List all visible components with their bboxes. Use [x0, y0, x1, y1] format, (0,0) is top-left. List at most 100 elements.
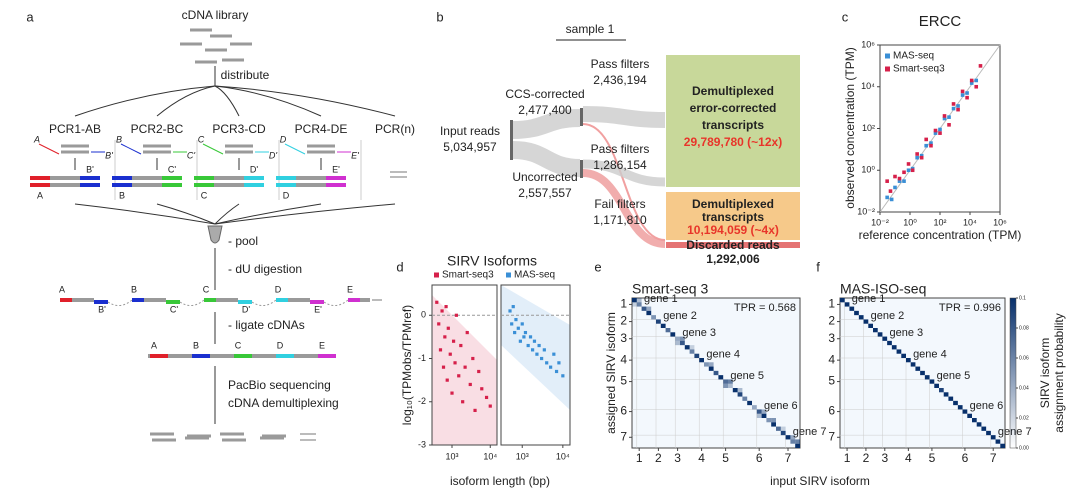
y-tick-label: 10⁰: [861, 165, 875, 175]
node-bar: [580, 160, 583, 178]
heatmap-cell: [854, 310, 859, 316]
point: [444, 305, 448, 309]
legend-label: MAS-seq: [893, 51, 934, 62]
y-tick-label: 4: [620, 352, 627, 366]
heatmap-cell: [632, 298, 637, 303]
step-label: cDNA demultiplexing: [228, 396, 339, 410]
segment: [80, 183, 100, 187]
x-tick-label: 10²: [933, 217, 946, 227]
segment: [225, 150, 253, 154]
primer-label: B': [105, 150, 113, 160]
point: [477, 369, 481, 374]
output-count: 10,194,059 (~4x): [687, 223, 779, 237]
ligated-label: A: [151, 340, 157, 350]
segment: [94, 300, 108, 304]
output-box: [666, 55, 800, 187]
heatmap-cell: [896, 349, 902, 354]
segment: [310, 300, 324, 304]
y-tick-label: 1: [620, 297, 627, 311]
segment: [222, 438, 246, 442]
y-tick-label: -2: [418, 396, 426, 406]
x-axis-label: input SIRV isoform: [770, 474, 870, 488]
branch: [74, 85, 216, 117]
heatmap-cell: [718, 375, 724, 380]
point: [929, 141, 933, 145]
x-tick-label: 5: [722, 451, 729, 465]
step-label: - ligate cDNAs: [228, 318, 305, 332]
heatmap-cell: [694, 353, 700, 358]
y-tick-label: 4: [828, 352, 835, 366]
segment: [61, 150, 89, 154]
segment: [300, 439, 316, 441]
point: [528, 335, 533, 339]
y-tick-label: 7: [620, 429, 627, 443]
output-count: 1,292,006: [706, 252, 760, 266]
heatmap-cell: [699, 358, 704, 363]
segment: [216, 298, 238, 302]
x-tick-label: 4: [905, 451, 912, 465]
heatmap-cell: [877, 332, 883, 337]
reaction-name: PCR3-CD: [212, 122, 266, 136]
y-tick-label: -3: [418, 439, 426, 449]
point: [910, 168, 915, 173]
heatmap-cell: [887, 340, 892, 346]
heatmap-cell: [929, 379, 935, 384]
heatmap-cell: [849, 306, 855, 311]
point: [535, 352, 539, 356]
heatmap-cell: [747, 400, 752, 406]
step-label: PacBio sequencing: [228, 378, 331, 392]
segment: [166, 300, 180, 304]
heatmap-cell: [976, 422, 982, 427]
segment: [80, 176, 100, 180]
node-count: 2,477,400: [518, 103, 572, 117]
primer-label: D: [280, 134, 287, 144]
y-tick-label: 6: [828, 404, 835, 418]
product-label: C: [201, 190, 208, 200]
flow: [582, 169, 666, 248]
x-tick-label: 10⁻²: [871, 217, 889, 227]
point: [942, 116, 947, 121]
point: [457, 374, 461, 378]
tube: [207, 225, 223, 244]
point: [956, 107, 960, 112]
heatmap-cell: [868, 323, 873, 328]
point: [480, 387, 484, 391]
x-tick-label: 2: [655, 451, 662, 465]
segment: [300, 433, 316, 435]
reaction-name: PCR4-DE: [295, 122, 348, 136]
point: [929, 143, 933, 148]
product-label: A: [37, 190, 43, 200]
heatmap-cell: [641, 306, 647, 311]
heatmap-cell: [646, 310, 652, 316]
primer-label: A: [33, 134, 40, 144]
y-tick-label: 10²: [862, 123, 875, 133]
heatmap-cell: [844, 302, 850, 307]
heatmap-cell: [632, 302, 637, 307]
point: [554, 369, 559, 374]
x-tick-label: 10⁴: [556, 451, 570, 461]
ligated-label: D: [277, 340, 284, 350]
segment: [230, 42, 252, 46]
heatmap-cell: [665, 328, 671, 333]
point: [974, 84, 979, 89]
point: [969, 78, 974, 83]
gene-label: gene 7: [793, 426, 827, 438]
heatmap-cell: [646, 306, 652, 311]
segment: [307, 144, 335, 148]
colorbar-tick-label: 0.04: [1019, 385, 1029, 391]
step-label: - pool: [228, 234, 258, 248]
segment: [360, 298, 370, 302]
segment: [72, 298, 94, 302]
segment: [326, 183, 346, 187]
x-tick-label: 10⁰: [903, 217, 917, 227]
y-tick-label: 7: [828, 429, 835, 443]
output-label: transcripts: [702, 118, 764, 132]
point: [545, 361, 549, 365]
output-label: Demultiplexed: [692, 197, 774, 211]
point: [933, 131, 938, 135]
branch: [214, 85, 322, 117]
heatmap-cell: [990, 435, 996, 440]
segment: [225, 144, 253, 148]
node-count: 2,436,194: [593, 73, 647, 87]
heatmap-cell: [882, 336, 888, 341]
